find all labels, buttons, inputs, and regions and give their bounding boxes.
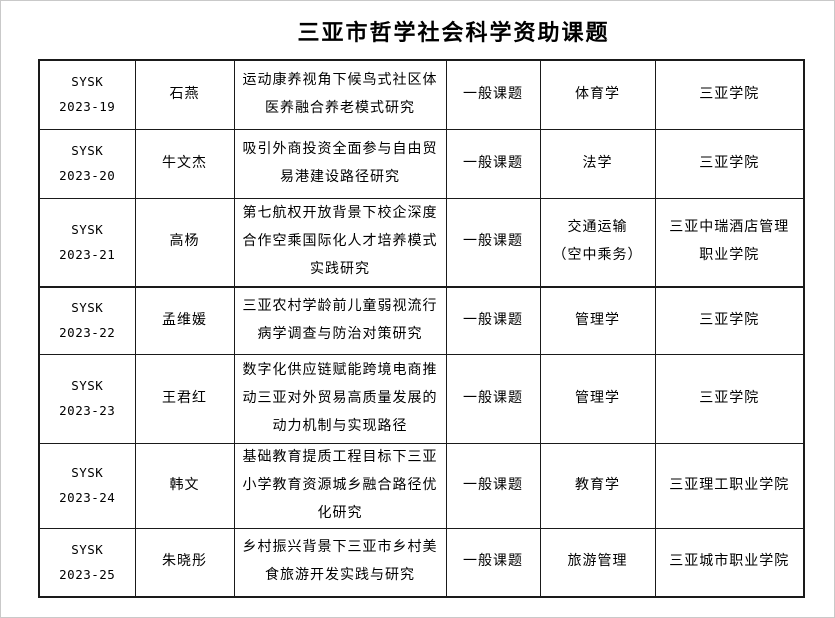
discipline-cell: 管理学 [539,286,656,355]
discipline-cell: 管理学 [539,353,656,444]
category-cell: 一般课题 [445,59,541,130]
code-prefix: SYSK [71,465,104,480]
code-number: 2023-25 [59,566,116,582]
project-title-cell: 基础教育提质工程目标下三亚小学教育资源城乡融合路径优化研究 [233,442,447,529]
code-number: 2023-24 [59,490,116,505]
project-code: SYSK 2023-20 [44,143,131,184]
table-row: SYSK 2023-25 朱晓彤 乡村振兴背景下三亚市乡村美食旅游开发实践与研究… [38,527,805,598]
code-number: 2023-21 [59,246,116,262]
project-code: SYSK 2023-24 [44,465,131,506]
table-row: SYSK 2023-20 牛文杰 吸引外商投资全面参与自由贸易港建设路径研究 一… [38,128,805,199]
discipline-cell: 教育学 [539,442,656,529]
project-title-cell: 第七航权开放背景下校企深度合作空乘国际化人才培养模式实践研究 [233,197,447,288]
code-prefix: SYSK [71,74,104,90]
institution-cell: 三亚理工职业学院 [654,442,805,529]
table-row: SYSK 2023-24 韩文 基础教育提质工程目标下三亚小学教育资源城乡融合路… [38,442,805,529]
discipline-cell: 交通运输 （空中乘务） [539,197,656,288]
project-code-cell: SYSK 2023-22 [38,286,136,355]
discipline-cell: 旅游管理 [539,527,656,598]
project-code-cell: SYSK 2023-21 [38,197,136,288]
leader-name-cell: 牛文杰 [134,128,235,199]
leader-name-cell: 王君红 [134,353,235,444]
institution-cell: 三亚学院 [654,353,805,444]
leader-name-cell: 高杨 [134,197,235,288]
institution-cell: 三亚学院 [654,59,805,130]
document-title: 三亚市哲学社会科学资助课题 [1,15,834,47]
project-code-cell: SYSK 2023-24 [38,442,136,529]
project-title-cell: 运动康养视角下候鸟式社区体医养融合养老模式研究 [233,59,447,130]
project-title-cell: 乡村振兴背景下三亚市乡村美食旅游开发实践与研究 [233,527,447,598]
leader-name-cell: 朱晓彤 [134,527,235,598]
discipline-cell: 体育学 [539,59,656,130]
category-cell: 一般课题 [445,353,541,444]
leader-name-cell: 韩文 [134,442,235,529]
institution-cell: 三亚中瑞酒店管理 职业学院 [654,197,805,288]
table-row: SYSK 2023-21 高杨 第七航权开放背景下校企深度合作空乘国际化人才培养… [38,197,805,288]
code-number: 2023-22 [59,325,116,341]
institution-cell: 三亚学院 [654,286,805,355]
institution-cell: 三亚城市职业学院 [654,527,805,598]
category-cell: 一般课题 [445,286,541,355]
category-cell: 一般课题 [445,128,541,199]
code-prefix: SYSK [71,300,104,316]
project-code: SYSK 2023-19 [44,74,131,115]
code-number: 2023-20 [59,168,116,183]
code-number: 2023-23 [59,403,116,418]
project-code: SYSK 2023-25 [44,542,131,583]
project-title-cell: 三亚农村学龄前儿童弱视流行病学调查与防治对策研究 [233,286,447,355]
code-prefix: SYSK [71,221,104,237]
leader-name-cell: 孟维媛 [134,286,235,355]
code-prefix: SYSK [71,378,104,393]
project-code-cell: SYSK 2023-25 [38,527,136,598]
discipline-cell: 法学 [539,128,656,199]
projects-table: SYSK 2023-19 石燕 运动康养视角下候鸟式社区体医养融合养老模式研究 … [38,59,805,598]
code-number: 2023-19 [59,99,116,115]
project-title-cell: 数字化供应链赋能跨境电商推动三亚对外贸易高质量发展的动力机制与实现路径 [233,353,447,444]
project-code: SYSK 2023-22 [44,300,131,341]
project-code: SYSK 2023-23 [44,378,131,419]
project-code-cell: SYSK 2023-23 [38,353,136,444]
category-cell: 一般课题 [445,197,541,288]
table-row: SYSK 2023-19 石燕 运动康养视角下候鸟式社区体医养融合养老模式研究 … [38,59,805,130]
project-code-cell: SYSK 2023-20 [38,128,136,199]
project-title-cell: 吸引外商投资全面参与自由贸易港建设路径研究 [233,128,447,199]
project-code: SYSK 2023-21 [44,222,131,263]
document-title-text: 三亚市哲学社会科学资助课题 [297,20,610,45]
category-cell: 一般课题 [445,527,541,598]
code-prefix: SYSK [71,541,104,557]
table-row: SYSK 2023-23 王君红 数字化供应链赋能跨境电商推动三亚对外贸易高质量… [38,353,805,444]
institution-cell: 三亚学院 [654,128,805,199]
category-cell: 一般课题 [445,442,541,529]
project-code-cell: SYSK 2023-19 [38,59,136,130]
leader-name-cell: 石燕 [134,59,235,130]
code-prefix: SYSK [71,143,104,158]
table-row: SYSK 2023-22 孟维媛 三亚农村学龄前儿童弱视流行病学调查与防治对策研… [38,286,805,355]
